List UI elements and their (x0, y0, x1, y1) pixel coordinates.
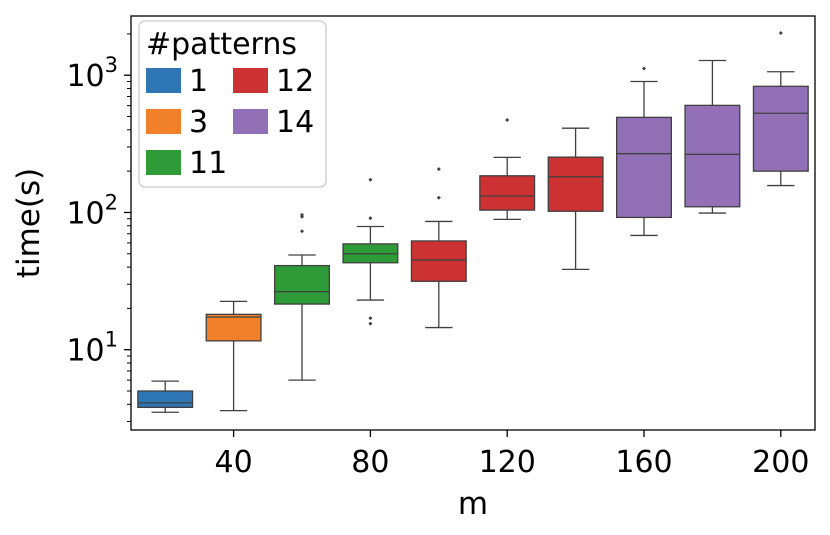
box-iqr (273, 264, 331, 305)
legend-entry-11: 11 (146, 146, 227, 181)
box-iqr (137, 390, 194, 409)
legend: #patterns 1 3 11 12 14 (138, 20, 327, 188)
legend-swatch (146, 109, 181, 134)
box-outlier (300, 212, 304, 217)
legend-label: 12 (276, 64, 314, 99)
box-140 (547, 127, 604, 271)
box-200 (752, 31, 809, 187)
box-iqr (547, 156, 604, 212)
box-outlier (300, 229, 304, 234)
box-outlier (642, 66, 646, 71)
box-60 (273, 212, 331, 381)
box-iqr (615, 116, 673, 219)
x-tick-label: 120 (479, 445, 536, 480)
box-iqr (479, 175, 536, 211)
y-tick-label: 101 (66, 328, 118, 369)
box-outlier (368, 216, 373, 221)
plot-content (137, 31, 809, 413)
box-180 (684, 59, 741, 214)
box-outlier (436, 167, 441, 172)
box-160 (615, 66, 673, 237)
box-iqr (684, 104, 741, 208)
legend-swatch (233, 109, 268, 134)
y-tick-label: 102 (66, 190, 118, 231)
legend-label: 11 (189, 146, 227, 181)
legend-label: 3 (189, 105, 208, 140)
legend-label: 1 (189, 64, 208, 99)
box-iqr (752, 85, 809, 172)
legend-entry-1: 1 (146, 64, 208, 99)
legend-title: #patterns (146, 27, 297, 62)
x-tick-label: 200 (752, 445, 809, 480)
box-outlier (368, 177, 373, 182)
legend-swatch (146, 150, 181, 175)
legend-swatch (146, 68, 181, 93)
box-outlier (368, 321, 373, 326)
box-outlier (505, 117, 510, 122)
box-120 (479, 117, 536, 221)
legend-label: 14 (276, 105, 314, 140)
y-tick-label: 103 (66, 53, 118, 94)
box-40 (205, 300, 262, 412)
plot-frame (130, 15, 816, 431)
legend-frame (138, 20, 327, 188)
box-outlier (368, 316, 373, 321)
box-outlier (778, 31, 783, 36)
x-axis-label: m (458, 486, 488, 522)
legend-swatch (233, 68, 268, 93)
box-iqr (410, 240, 467, 282)
box-20 (137, 380, 194, 413)
x-tick-label: 80 (351, 445, 389, 480)
legend-entry-3: 3 (146, 105, 208, 140)
box-100 (410, 167, 467, 329)
x-tick-label: 160 (615, 445, 672, 480)
box-outlier (436, 195, 441, 200)
box-80 (342, 177, 399, 326)
box-iqr (205, 313, 262, 342)
legend-entry-14: 14 (233, 105, 314, 140)
legend-entry-12: 12 (233, 64, 314, 99)
x-tick-label: 40 (215, 445, 253, 480)
axes-layer: 101 102 103 40 80 120 160 200 (66, 33, 809, 480)
y-axis-label: time(s) (11, 168, 47, 278)
